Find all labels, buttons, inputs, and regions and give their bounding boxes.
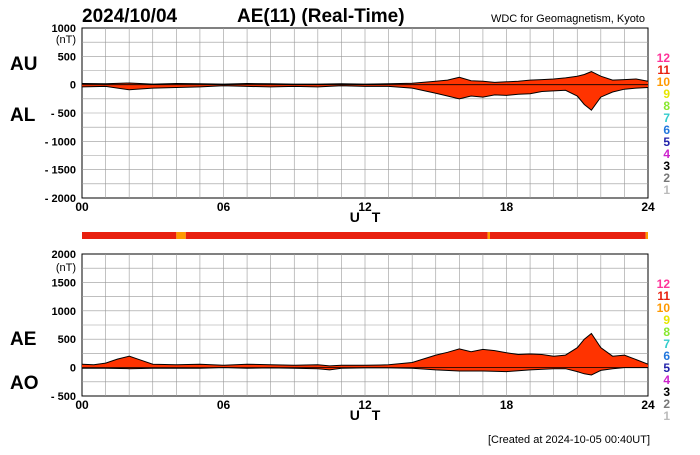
date-title: 2024/10/04 <box>82 6 178 27</box>
y-tick-label: 0 <box>70 363 76 375</box>
source-label: WDC for Geomagnetism, Kyoto <box>491 13 645 25</box>
ae-ao-y-ticks: 2000 1500 1000 500 0 - 500 <box>51 249 76 403</box>
x-tick-label: 18 <box>500 200 514 214</box>
ae-ao-x-ticks: 00 06 12 18 24 <box>75 398 655 412</box>
x-tick-label: 24 <box>641 200 655 214</box>
al-series-line <box>81 85 649 111</box>
x-tick-label: 00 <box>75 200 89 214</box>
x-tick-label: 12 <box>358 200 372 214</box>
ae-ao-x-axis-label: U T <box>350 407 385 423</box>
au-al-area <box>81 71 649 111</box>
station-count-segment <box>185 232 488 239</box>
au-label: AU <box>10 54 37 75</box>
station-count-label: 12 <box>657 51 671 65</box>
station-count-label: 9 <box>663 313 670 327</box>
station-count-label: 1 <box>663 409 670 423</box>
station-count-label: 2 <box>663 171 670 185</box>
station-count-segment <box>176 232 186 239</box>
station-count-label: 6 <box>663 123 670 137</box>
y-tick-label: - 500 <box>51 108 76 120</box>
station-count-segment <box>489 232 646 239</box>
x-tick-label: 12 <box>358 398 372 412</box>
station-count-label: 2 <box>663 397 670 411</box>
x-tick-label: 18 <box>500 398 514 412</box>
y-tick-label: 500 <box>58 334 76 346</box>
station-count-label: 8 <box>663 325 670 339</box>
station-count-label: 3 <box>663 159 670 173</box>
station-count-label: 8 <box>663 99 670 113</box>
au-series-line <box>81 71 649 85</box>
station-count-label: 11 <box>657 289 670 303</box>
ao-label: AO <box>10 373 39 394</box>
station-count-bar <box>82 232 648 239</box>
station-count-label: 4 <box>663 147 670 161</box>
y-tick-label: 1500 <box>52 277 76 289</box>
station-count-label: 10 <box>657 75 671 89</box>
station-count-label: 7 <box>663 337 670 351</box>
y-tick-label: 500 <box>58 51 76 63</box>
station-count-label: 11 <box>657 63 670 77</box>
x-tick-label: 00 <box>75 398 89 412</box>
station-count-label: 3 <box>663 385 670 399</box>
ae-ao-fill <box>82 333 648 375</box>
ae-label: AE <box>10 329 36 350</box>
au-al-x-axis-label: U T <box>350 209 385 225</box>
y-tick-label: 2000 <box>52 249 76 261</box>
y-tick-label: - 1500 <box>45 165 76 177</box>
au-al-x-ticks: 00 06 12 18 24 <box>75 200 655 214</box>
station-count-label: 1 <box>663 183 670 197</box>
au-al-y-ticks: 1000 500 0 - 500 - 1000 - 1500 - 2000 <box>45 23 76 205</box>
station-count-label: 10 <box>657 301 671 315</box>
ae-ao-unit: (nT) <box>56 262 76 274</box>
station-count-label: 7 <box>663 111 670 125</box>
al-label: AL <box>10 105 36 126</box>
station-count-label: 5 <box>663 361 670 375</box>
y-tick-label: 0 <box>70 80 76 92</box>
x-tick-label: 24 <box>641 398 655 412</box>
x-tick-label: 06 <box>217 200 231 214</box>
au-al-unit: (nT) <box>56 34 76 46</box>
station-count-segment <box>645 232 648 239</box>
station-count-label: 12 <box>657 277 671 291</box>
y-tick-label: - 2000 <box>45 193 76 205</box>
station-count-label: 9 <box>663 87 670 101</box>
created-timestamp: [Created at 2024-10-05 00:40UT] <box>488 434 650 446</box>
ae-ao-area <box>81 332 649 376</box>
ae-ao-grid <box>82 254 648 396</box>
y-tick-label: - 500 <box>51 391 76 403</box>
x-tick-label: 06 <box>217 398 231 412</box>
ae-series-line <box>81 332 649 367</box>
au-al-panel: 1000 500 0 - 500 - 1000 - 1500 - 2000 00 06 12 18… <box>10 23 655 225</box>
station-count-segment <box>82 232 177 239</box>
station-count-segment <box>487 232 490 239</box>
au-al-grid <box>82 28 648 198</box>
chart-title: AE(11) (Real-Time) <box>237 6 405 27</box>
station-count-label: 4 <box>663 373 670 387</box>
ae-ao-panel: 2000 1500 1000 500 0 - 500 00 06 12 18 24 (nT) AE… <box>10 249 655 423</box>
y-tick-label: 1000 <box>52 23 76 35</box>
y-tick-label: - 1000 <box>45 136 76 148</box>
station-count-label: 6 <box>663 349 670 363</box>
y-tick-label: 1000 <box>52 306 76 318</box>
ao-series-line <box>82 367 648 376</box>
au-al-fill <box>82 71 648 111</box>
station-count-label: 5 <box>663 135 670 149</box>
